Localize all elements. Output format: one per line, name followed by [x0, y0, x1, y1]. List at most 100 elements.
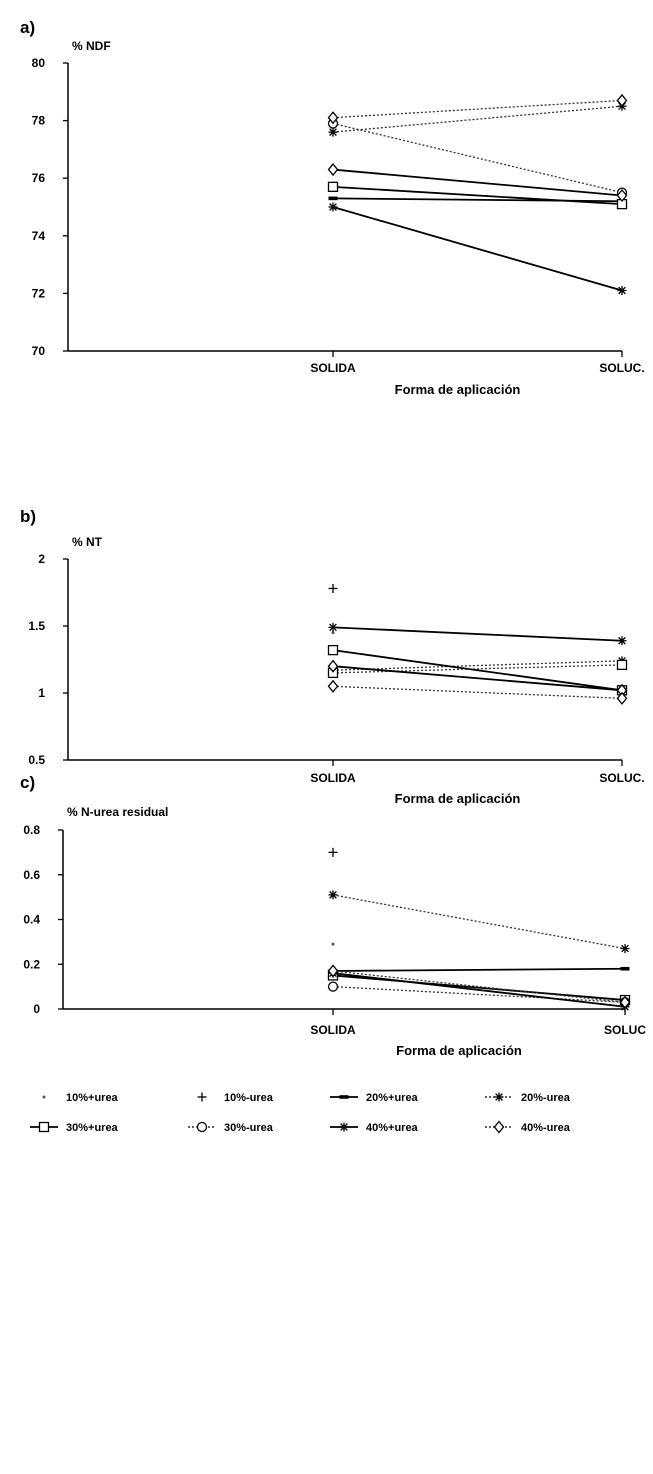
series-1	[329, 584, 338, 593]
y-tick-label: 0.6	[23, 868, 40, 882]
legend-marker	[340, 1095, 349, 1099]
data-point	[329, 848, 338, 857]
data-point	[618, 95, 627, 106]
legend-label: 10%+urea	[66, 1092, 119, 1104]
data-point	[329, 623, 338, 632]
legend-label: 40%-urea	[521, 1122, 571, 1134]
y-tick-label: 78	[32, 114, 46, 128]
x-tick-label: SOLIDA	[310, 1023, 356, 1037]
series-1	[329, 848, 338, 857]
x-axis-label: Forma de aplicación	[395, 791, 521, 806]
legend-marker	[495, 1122, 504, 1133]
data-point	[329, 182, 338, 191]
series-line	[333, 973, 625, 1007]
legend-label: 40%+urea	[366, 1122, 419, 1134]
data-point	[618, 636, 627, 645]
x-tick-label: SOLUC.	[599, 771, 644, 785]
series-2	[329, 623, 627, 645]
y-axis-label: % N-urea residual	[67, 805, 168, 819]
panel-label: a)	[20, 18, 35, 37]
y-tick-label: 72	[32, 286, 46, 300]
legend-item: 40%-urea	[485, 1122, 571, 1135]
data-point	[329, 646, 338, 655]
y-tick-label: 0.4	[23, 913, 40, 927]
legend-item: 30%-urea	[188, 1122, 274, 1134]
legend-item: 20%+urea	[330, 1092, 419, 1104]
chart-panel-a: a) % NDF 70 72 74 76 78 80 SOLIDA SOLUC. Forma de …	[20, 18, 645, 397]
legend-marker	[495, 1093, 504, 1102]
y-tick-label: 0.5	[28, 753, 45, 767]
legend-item: 30%+urea	[30, 1122, 119, 1134]
data-point	[329, 681, 338, 692]
x-tick-label: SOLUC.	[599, 361, 644, 375]
series-line	[333, 987, 625, 1003]
x-tick-label: SOLIDA	[310, 361, 356, 375]
legend-label: 30%-urea	[224, 1122, 274, 1134]
series-line	[333, 686, 622, 698]
series-4	[329, 203, 627, 296]
y-axis-label: % NT	[72, 535, 103, 549]
y-tick-label: 74	[32, 229, 46, 243]
legend-label: 10%-urea	[224, 1092, 274, 1104]
y-tick-label: 80	[32, 56, 46, 70]
legend-label: 20%+urea	[366, 1092, 419, 1104]
series-1	[329, 102, 627, 137]
x-axis-label: Forma de aplicación	[396, 1043, 522, 1058]
series-3	[329, 119, 627, 197]
series-4	[329, 971, 630, 1005]
legend-marker	[40, 1123, 49, 1132]
y-tick-label: 2	[38, 552, 45, 566]
legend-item: 10%-urea	[198, 1092, 274, 1104]
data-point	[621, 967, 630, 971]
x-axis-label: Forma de aplicación	[395, 382, 521, 397]
y-tick-label: 76	[32, 171, 46, 185]
data-point	[618, 286, 627, 295]
y-tick-label: 0	[33, 1002, 40, 1016]
panel-label: b)	[20, 507, 36, 526]
series-line	[333, 627, 622, 640]
panel-label: c)	[20, 773, 35, 792]
legend-item: 10%+urea	[43, 1092, 119, 1104]
series-line	[333, 207, 622, 291]
legend-marker	[198, 1093, 207, 1102]
series-3	[329, 890, 630, 953]
series-line	[333, 106, 622, 132]
data-point	[329, 584, 338, 593]
x-tick-label: SOLUC	[604, 1023, 646, 1037]
legend-marker	[198, 1123, 207, 1132]
y-tick-label: 1.5	[28, 619, 45, 633]
y-tick-label: 0.2	[23, 957, 40, 971]
legend-label: 30%+urea	[66, 1122, 119, 1134]
chart-panel-c: c) % N-urea residual 0 0.2 0.4 0.6 0.8 SOLIDA SO…	[20, 773, 646, 1058]
series-2	[329, 182, 627, 208]
legend-item: 20%-urea	[485, 1092, 571, 1104]
series-5	[329, 982, 630, 1007]
series-line	[333, 971, 625, 1002]
data-point	[329, 128, 338, 137]
chart-panel-b: b) % NT 0.5 1 1.5 2 SOLIDA SOLUC. Forma de aplic…	[20, 507, 645, 806]
x-tick-label: SOLIDA	[310, 771, 356, 785]
data-point	[329, 164, 338, 175]
legend-marker	[43, 1096, 46, 1099]
legend-marker	[340, 1123, 349, 1132]
data-point	[621, 944, 630, 953]
series-0	[332, 943, 335, 946]
series-line	[333, 895, 625, 949]
y-tick-label: 1	[38, 686, 45, 700]
y-tick-label: 0.8	[23, 823, 40, 837]
data-point	[329, 203, 338, 212]
series-line	[333, 100, 622, 117]
y-axis-label: % NDF	[72, 39, 111, 53]
data-point	[329, 890, 338, 899]
data-point	[329, 197, 338, 201]
legend-label: 20%-urea	[521, 1092, 571, 1104]
legend-item: 40%+urea	[330, 1122, 419, 1134]
data-point	[329, 982, 338, 991]
data-point	[332, 943, 335, 946]
series-line	[333, 187, 622, 204]
series-line	[333, 969, 625, 971]
series-2	[329, 967, 630, 973]
y-tick-label: 70	[32, 344, 46, 358]
data-point	[618, 660, 627, 669]
